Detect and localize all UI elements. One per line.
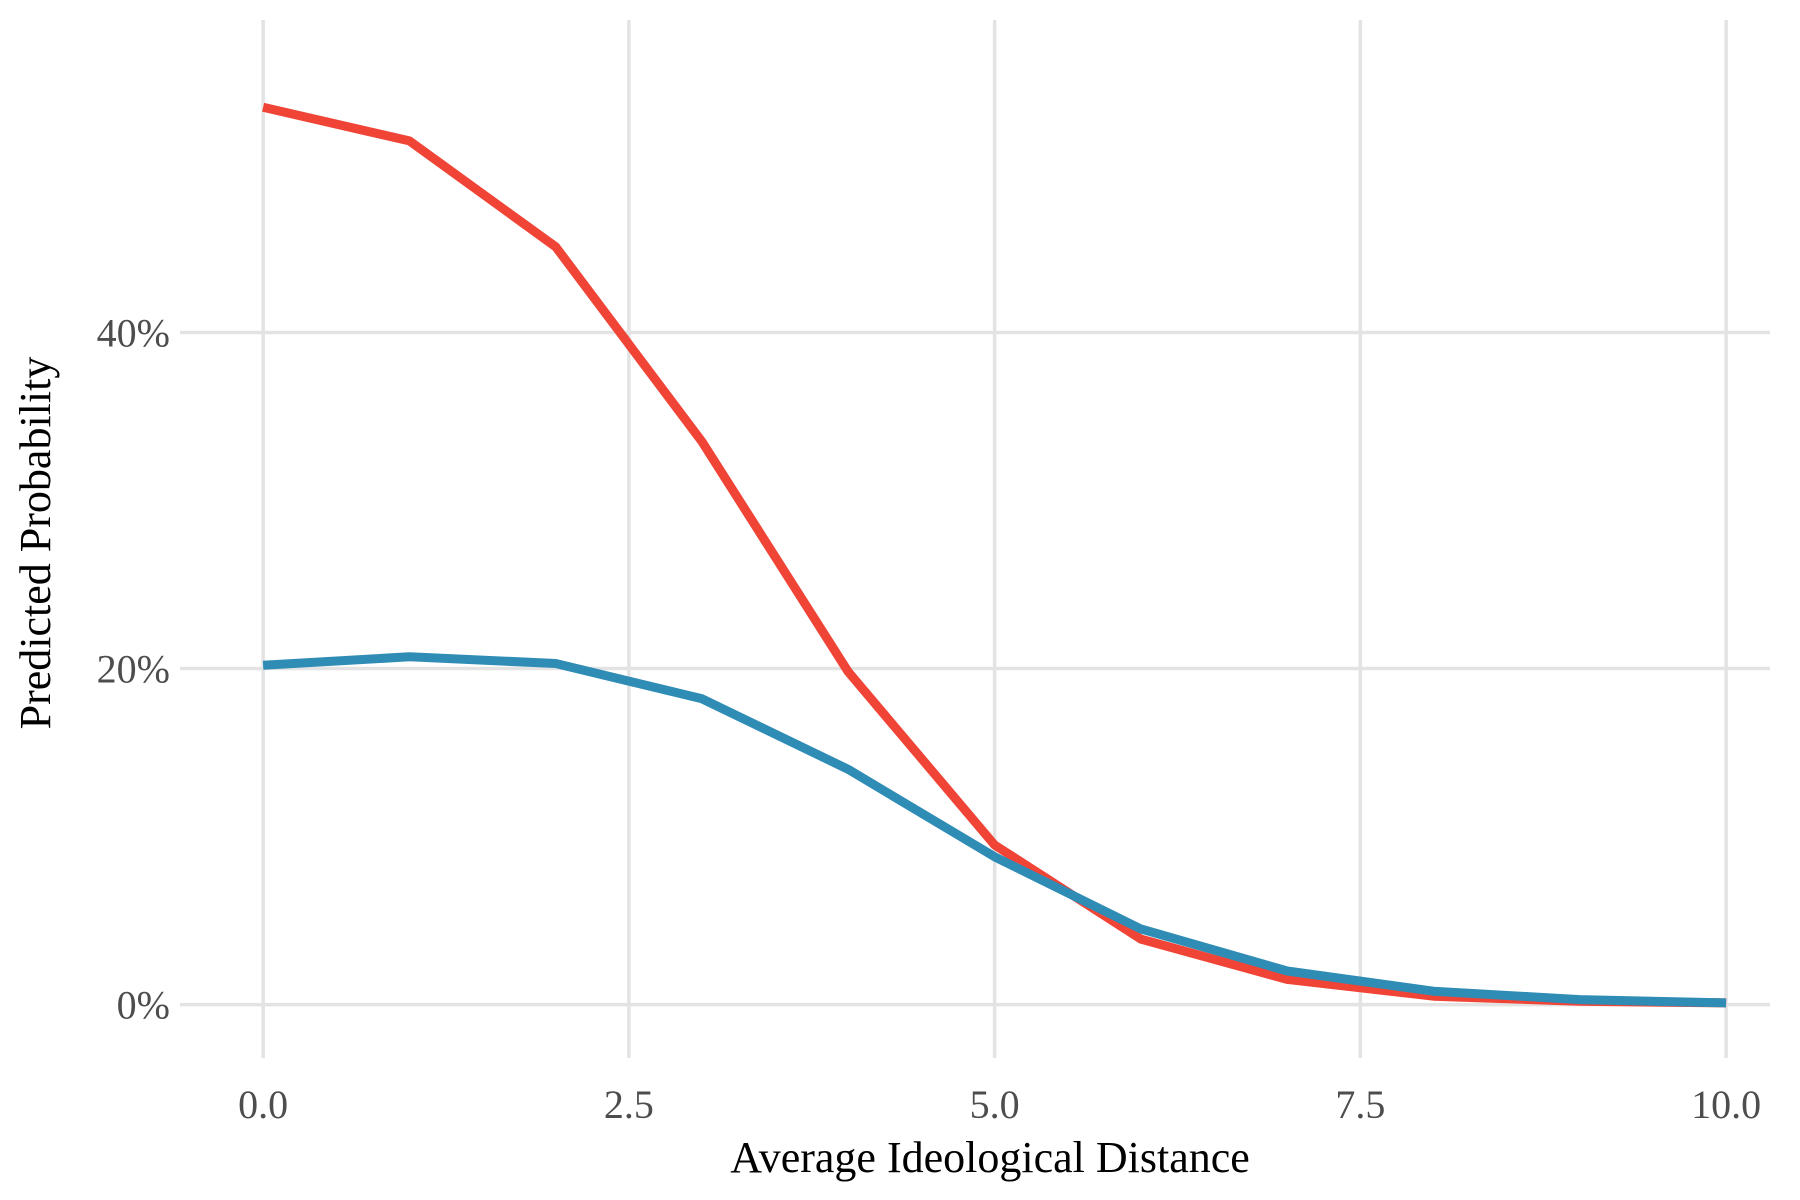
y-gridlines xyxy=(180,330,1770,1007)
y-tick-label-2: 40% xyxy=(97,310,170,355)
x-gridlines xyxy=(261,20,1728,1058)
x-tick-label-1: 2.5 xyxy=(604,1082,654,1127)
y-tick-label-1: 20% xyxy=(97,647,170,692)
x-tick-label-0: 0.0 xyxy=(238,1082,288,1127)
x-tick-label-2: 5.0 xyxy=(970,1082,1020,1127)
x-axis-title: Average Ideological Distance xyxy=(730,1133,1250,1182)
x-tick-labels: 0.0 2.5 5.0 7.5 10.0 xyxy=(238,1082,1761,1127)
series-layer xyxy=(262,102,1727,1008)
y-axis-title: Predicted Probability xyxy=(11,357,60,730)
series-line-1 xyxy=(262,652,1727,1008)
x-tick-label-3: 7.5 xyxy=(1335,1082,1385,1127)
y-tick-labels: 0% 20% 40% xyxy=(97,310,170,1027)
x-tick-label-4: 10.0 xyxy=(1691,1082,1761,1127)
y-tick-label-0: 0% xyxy=(117,983,170,1028)
